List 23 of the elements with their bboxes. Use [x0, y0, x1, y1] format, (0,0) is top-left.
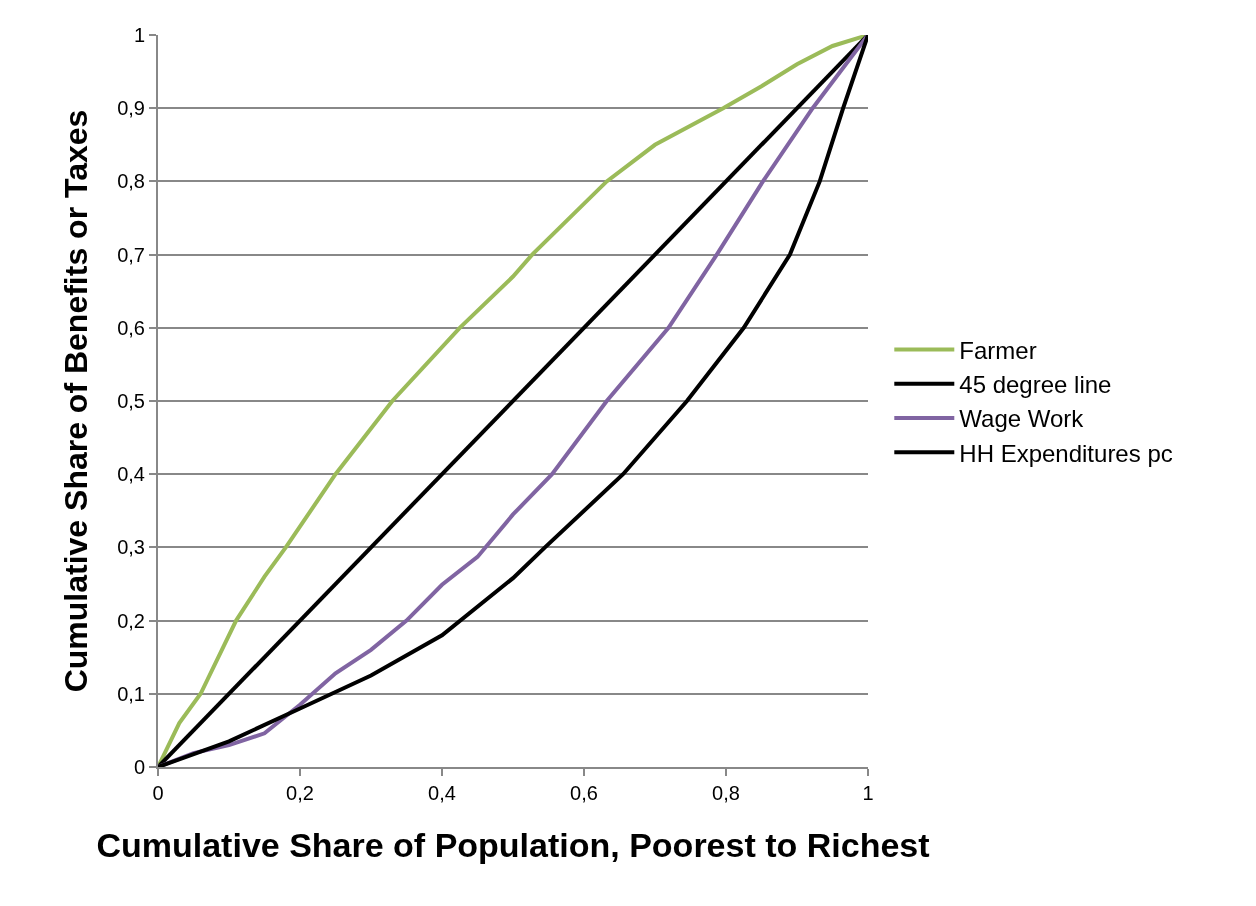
y-tick-label: 1 — [133, 24, 145, 46]
legend-label: HH Expenditures pc — [959, 439, 1173, 467]
x-axis-title: Cumulative Share of Population, Poorest to Richest — [96, 825, 930, 864]
x-tick-label: 0,2 — [286, 782, 314, 804]
legend-label: Wage Work — [959, 405, 1085, 433]
y-tick-label: 0,6 — [117, 316, 145, 339]
y-axis-title: Cumulative Share of Benefits or Taxes — [57, 109, 94, 693]
y-tick-label: 0,4 — [117, 463, 145, 486]
x-tick-label: 0,8 — [712, 782, 740, 804]
y-tick-label: 0,5 — [117, 390, 145, 412]
legend-label: Farmer — [959, 336, 1037, 364]
x-tick-label: 1 — [862, 782, 874, 804]
y-tick-label: 0,3 — [117, 536, 145, 559]
x-tick-label: 0,4 — [428, 782, 456, 804]
y-tick-label: 0 — [133, 756, 145, 778]
y-tick-label: 0,8 — [117, 170, 145, 193]
y-tick-label: 0,7 — [117, 243, 145, 266]
y-tick-label: 0,1 — [117, 682, 145, 705]
y-tick-label: 0,9 — [117, 97, 145, 120]
x-tick-label: 0,6 — [570, 782, 598, 804]
x-tick-label: 0 — [152, 782, 164, 804]
y-tick-label: 0,2 — [117, 609, 145, 632]
legend-label: 45 degree line — [959, 371, 1112, 399]
